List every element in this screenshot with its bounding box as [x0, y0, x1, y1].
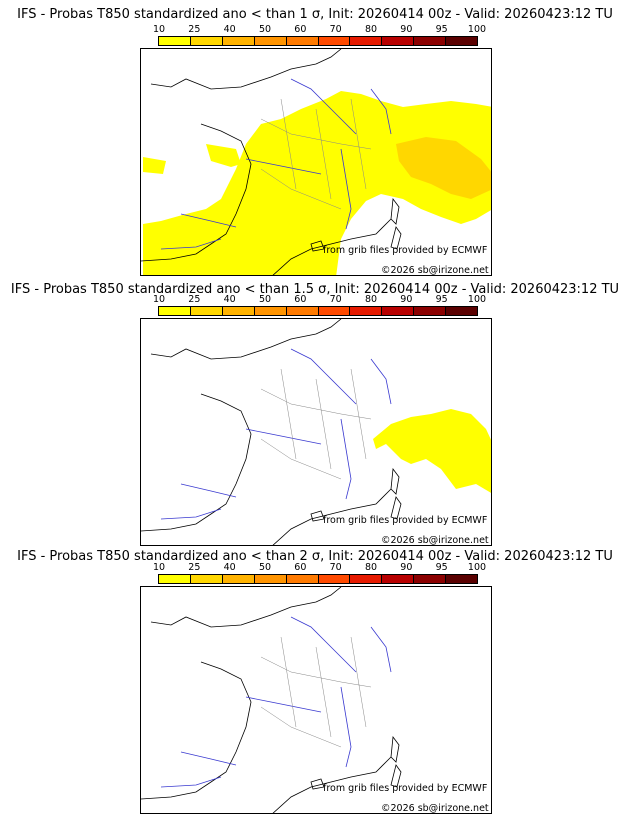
probability-area-25: [396, 137, 491, 199]
panel-title: IFS - Probas T850 standardized ano < tha…: [17, 549, 613, 564]
colorbar-segment: [286, 37, 319, 45]
colorbar-segment: [159, 37, 191, 45]
colorbar-segment: [382, 575, 415, 583]
colorbar-tick-label: 100: [467, 24, 487, 35]
colorbar-tick-label: 90: [400, 562, 413, 573]
colorbar-tick-label: 25: [188, 24, 201, 35]
map-panel-1: from grib files provided by ECMWF ©2026 …: [140, 48, 492, 276]
colorbar-tick-label: 95: [435, 294, 448, 305]
colorbar-tick-label: 95: [435, 24, 448, 35]
colorbar-segment: [254, 307, 287, 315]
colorbar-segment: [159, 575, 191, 583]
map-graphic: [141, 587, 402, 813]
colorbar-labels: 10 25 40 50 60 70 80 90 95 100: [153, 24, 486, 35]
credit-copyright: ©2026 sb@irizone.net: [381, 265, 489, 276]
colorbar-tick-label: 50: [258, 562, 272, 573]
borders: [260, 368, 372, 480]
colorbar-tick-label: 60: [294, 294, 307, 305]
colorbar-tick-label: 50: [258, 294, 272, 305]
probability-area: [143, 91, 491, 275]
colorbar-segment: [318, 575, 351, 583]
coastlines: [141, 49, 402, 275]
colorbar-tick-label: 40: [223, 562, 236, 573]
colorbar-segment: [222, 575, 255, 583]
colorbar-segment: [318, 307, 351, 315]
colorbar-tick-label: 100: [467, 562, 487, 573]
colorbar-tick-label: 60: [294, 24, 307, 35]
borders: [260, 636, 372, 748]
colorbar-tick-label: 25: [188, 294, 201, 305]
colorbar-segment: [382, 37, 415, 45]
colorbar-tick-label: 10: [152, 294, 166, 305]
colorbar-tick-label: 90: [400, 24, 413, 35]
colorbar-tick-label: 90: [400, 294, 413, 305]
colorbar-tick-label: 80: [364, 24, 378, 35]
colorbar-segment: [414, 307, 447, 315]
colorbar-segment: [382, 307, 415, 315]
colorbar-segment: [222, 307, 255, 315]
credit-source: from grib files provided by ECMWF: [323, 515, 488, 526]
colorbar-segment: [446, 307, 478, 315]
colorbar-tick-label: 40: [223, 24, 236, 35]
colorbar-segment: [254, 37, 287, 45]
colorbar: [158, 36, 478, 46]
colorbar-tick-label: 100: [467, 294, 487, 305]
credit-copyright: ©2026 sb@irizone.net: [381, 535, 489, 546]
map-panel-2: from grib files provided by ECMWF ©2026 …: [140, 318, 492, 546]
colorbar-segment: [350, 307, 383, 315]
colorbar-labels: 10 25 40 50 60 70 80 90 95 100: [153, 294, 486, 305]
colorbar-tick-label: 40: [223, 294, 236, 305]
colorbar-tick-label: 25: [188, 562, 201, 573]
colorbar-tick-label: 60: [294, 562, 307, 573]
colorbar-tick-label: 70: [329, 294, 342, 305]
colorbar-tick-label: 10: [152, 24, 166, 35]
colorbar: [158, 306, 478, 316]
probability-area: [373, 409, 491, 493]
colorbar-segment: [414, 575, 447, 583]
panel-title: IFS - Probas T850 standardized ano < tha…: [10, 282, 620, 297]
colorbar-segment: [350, 37, 383, 45]
colorbar-segment: [414, 37, 447, 45]
map-panel-3: from grib files provided by ECMWF ©2026 …: [140, 586, 492, 814]
colorbar-segment: [190, 307, 223, 315]
colorbar-segment: [190, 575, 223, 583]
colorbar-segment: [350, 575, 383, 583]
colorbar-tick-label: 70: [329, 562, 342, 573]
colorbar-tick-label: 70: [329, 24, 342, 35]
colorbar-segment: [318, 37, 351, 45]
credit-copyright: ©2026 sb@irizone.net: [381, 803, 489, 814]
panel-title: IFS - Probas T850 standardized ano < tha…: [17, 7, 613, 22]
colorbar-tick-label: 80: [364, 294, 378, 305]
coastlines: [141, 587, 402, 813]
colorbar-segment: [190, 37, 223, 45]
colorbar-tick-label: 80: [364, 562, 378, 573]
colorbar-labels: 10 25 40 50 60 70 80 90 95 100: [153, 562, 486, 573]
rivers: [160, 348, 392, 520]
colorbar-segment: [222, 37, 255, 45]
map-graphic: [141, 319, 491, 545]
rivers: [160, 78, 392, 250]
rivers: [160, 616, 392, 788]
colorbar-segment: [254, 575, 287, 583]
borders: [260, 98, 372, 210]
credit-source: from grib files provided by ECMWF: [323, 783, 488, 794]
coastlines: [141, 319, 402, 545]
colorbar-tick-label: 50: [258, 24, 272, 35]
colorbar-tick-label: 95: [435, 562, 448, 573]
colorbar-tick-label: 10: [152, 562, 166, 573]
colorbar-segment: [446, 37, 478, 45]
map-graphic: [141, 49, 491, 275]
colorbar: [158, 574, 478, 584]
colorbar-segment: [286, 307, 319, 315]
colorbar-segment: [159, 307, 191, 315]
colorbar-segment: [286, 575, 319, 583]
credit-source: from grib files provided by ECMWF: [323, 245, 488, 256]
colorbar-segment: [446, 575, 478, 583]
